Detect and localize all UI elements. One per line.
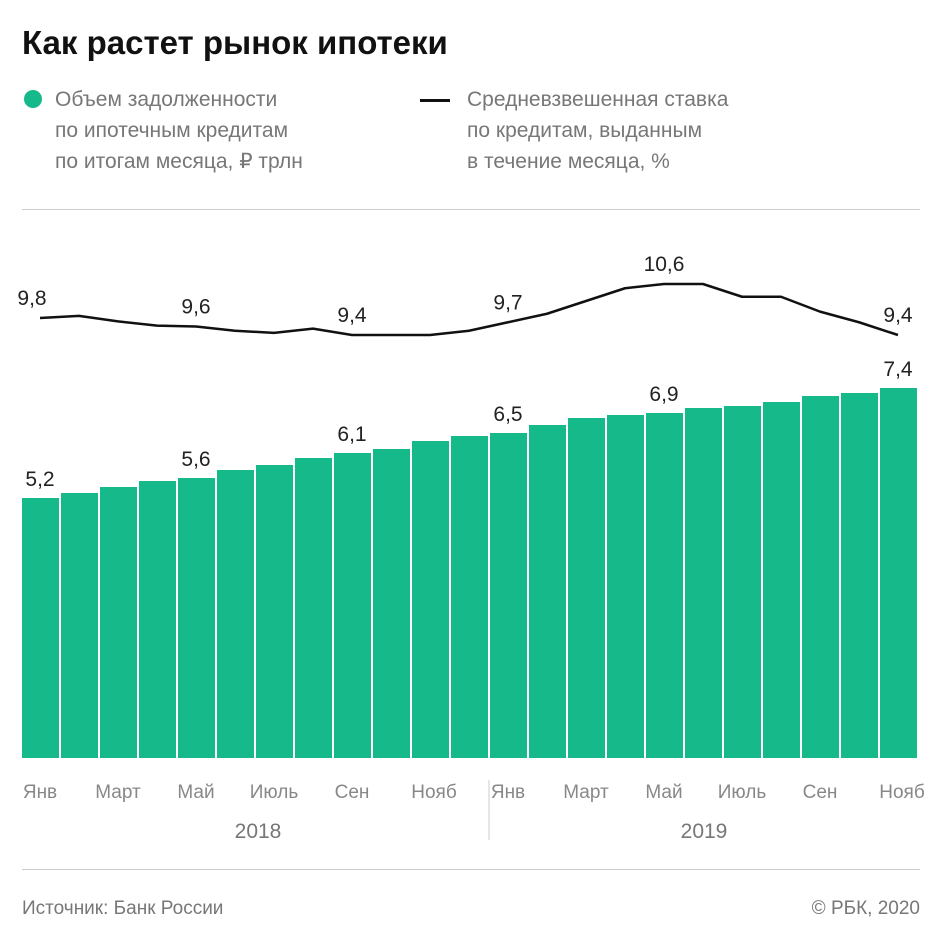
x-tick-label: Сен: [803, 782, 838, 803]
bar-data-label: 5,2: [25, 468, 54, 491]
bar: [178, 478, 215, 758]
x-tick-label: Янв: [491, 782, 525, 803]
line-data-label: 9,7: [493, 291, 522, 314]
bar: [217, 470, 254, 758]
bar: [412, 441, 449, 758]
bar: [256, 465, 293, 758]
bar: [490, 433, 527, 758]
x-tick-label: Июль: [718, 782, 767, 803]
plot-area: 5,2 5,6 6,1 6,5 6,9 7,4 9,8 9,6 9,4 9,7 10,6 9,4 Янв…: [17, 253, 925, 843]
bar-data-label: 6,1: [337, 423, 366, 446]
bar: [685, 408, 722, 758]
bar: [529, 425, 566, 758]
chart-title: Как растет рынок ипотеки: [22, 24, 448, 61]
bar: [334, 453, 371, 758]
bar: [22, 498, 59, 758]
x-tick-label: Июль: [250, 782, 299, 803]
x-tick-label: Янв: [23, 782, 57, 803]
x-tick-label: Май: [645, 782, 682, 803]
x-tick-label: Нояб: [411, 782, 457, 803]
bar: [568, 418, 605, 758]
copyright: © РБК, 2020: [811, 898, 920, 919]
rate-line: [39, 282, 899, 337]
bar: [646, 413, 683, 758]
legend-line-marker: [420, 99, 450, 102]
bar: [139, 481, 176, 758]
bar: [607, 415, 644, 758]
bar: [880, 388, 917, 758]
year-label: 2018: [235, 820, 282, 843]
bar: [295, 458, 332, 758]
line-data-label: 9,4: [337, 304, 367, 327]
bar: [100, 487, 137, 758]
line-data-label: 9,4: [883, 304, 913, 327]
bar: [61, 493, 98, 758]
bar: [841, 393, 878, 758]
bar: [451, 436, 488, 758]
bar: [802, 396, 839, 758]
line-data-label: 9,6: [181, 296, 210, 319]
bar: [724, 406, 761, 758]
year-label: 2019: [681, 820, 728, 843]
x-tick-label: Сен: [335, 782, 370, 803]
top-divider: [22, 209, 920, 210]
bar: [373, 449, 410, 758]
line-data-label: 9,8: [17, 287, 46, 310]
legend-line-label: Средневзвешенная ставка по кредитам, выд…: [467, 88, 729, 173]
bar-data-label: 6,5: [493, 403, 522, 426]
x-tick-label: Нояб: [879, 782, 925, 803]
legend-bars-label: Объем задолженности по ипотечным кредита…: [55, 88, 303, 173]
bottom-divider: [22, 869, 920, 870]
source-note: Источник: Банк России: [22, 898, 224, 919]
bar-data-label: 5,6: [181, 448, 210, 471]
bar-data-label: 7,4: [883, 358, 913, 381]
x-tick-label: Май: [177, 782, 214, 803]
bar: [763, 402, 800, 758]
x-tick-label: Март: [563, 782, 609, 803]
bar-data-label: 6,9: [649, 383, 678, 406]
x-tick-label: Март: [95, 782, 141, 803]
legend-bar-marker: [24, 90, 42, 108]
line-data-label: 10,6: [644, 253, 685, 276]
